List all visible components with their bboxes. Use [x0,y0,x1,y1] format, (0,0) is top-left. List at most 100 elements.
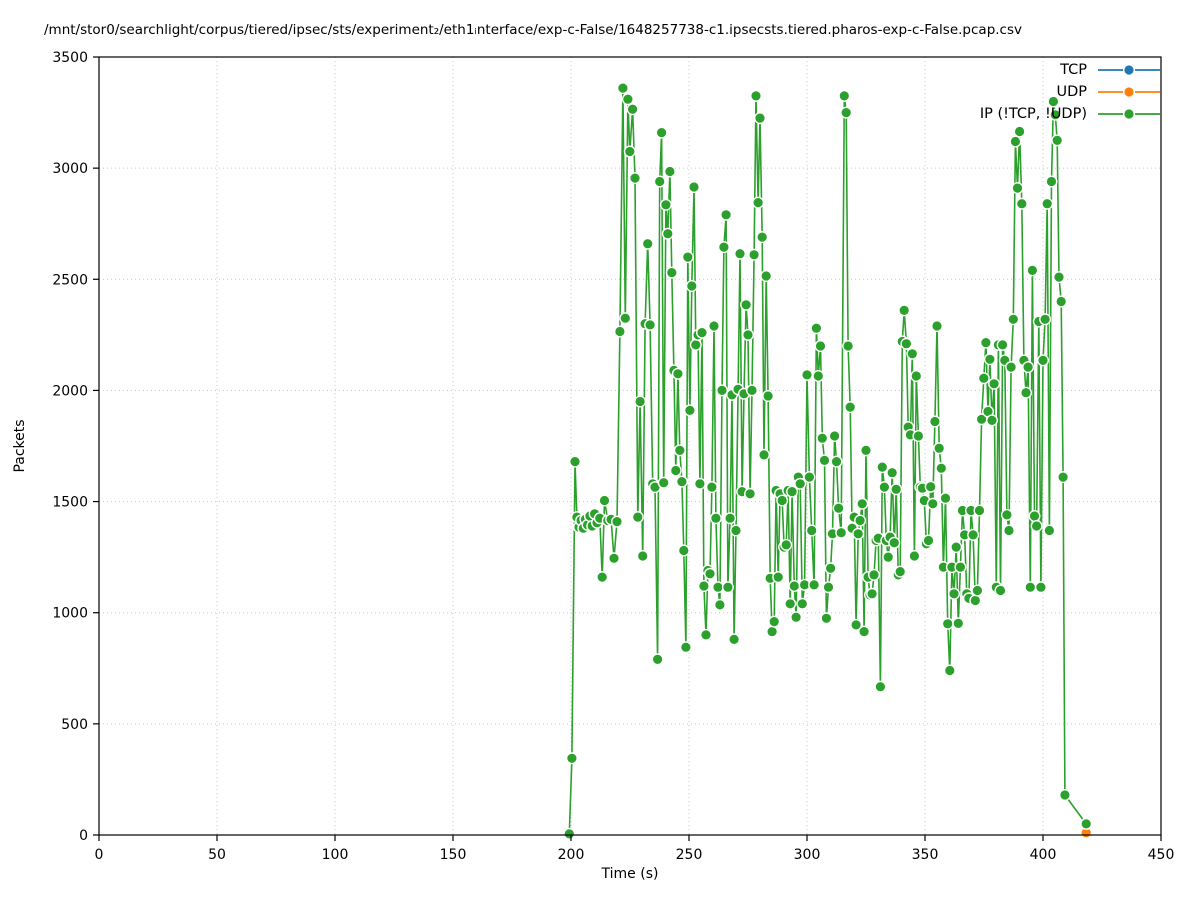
data-point [746,384,759,397]
data-point [828,430,841,443]
data-point [688,180,701,193]
x-tick-label: 150 [440,847,467,863]
data-point [713,598,726,611]
data-point [1057,471,1070,484]
data-point [1039,313,1052,326]
data-point [631,511,644,524]
data-point [854,514,867,527]
data-point [1003,524,1016,537]
data-point [563,827,576,840]
data-point [979,336,992,349]
data-point [948,587,961,600]
data-point [967,528,980,541]
y-tick-label: 1500 [52,495,88,511]
data-point [762,390,775,403]
data-point [720,208,733,221]
data-point [818,454,831,467]
data-point [644,318,657,331]
data-point [721,581,734,594]
data-point [697,580,710,593]
legend-label-tcp: TCP [1060,62,1087,78]
data-point [623,145,636,158]
data-point [950,541,963,554]
data-point [888,536,901,549]
data-point [988,377,1001,390]
data-point [820,612,833,625]
y-tick-label: 2000 [52,383,88,399]
data-point [822,581,835,594]
data-point [683,404,696,417]
data-point [1026,264,1039,277]
data-point [824,562,837,575]
data-point [935,462,948,475]
y-tick-label: 500 [61,717,88,733]
data-point [728,633,741,646]
y-tick-label: 0 [79,828,88,844]
data-point [758,448,771,461]
data-point [669,464,682,477]
data-point [794,477,807,490]
data-point [933,442,946,455]
data-point [810,322,823,335]
data-point [1005,361,1018,374]
data-point [898,304,911,317]
legend-item-ip-tcp-udp: IP (!TCP, !UDP) [980,106,1161,122]
data-point [886,466,899,479]
data-point [1051,134,1064,147]
data-point [716,384,729,397]
data-point [996,338,1009,351]
data-point [661,227,674,240]
x-axis-label: Time (s) [601,866,659,882]
x-tick-label: 450 [1148,847,1175,863]
data-point [816,432,829,445]
data-point [844,401,857,414]
data-point [1049,108,1062,121]
data-point [1030,520,1043,533]
x-tick-label: 100 [322,847,349,863]
data-point [772,571,785,584]
data-point [598,494,611,507]
data-point [780,538,793,551]
data-point [808,578,821,591]
data-point [983,353,996,366]
data-point [1047,95,1060,108]
data-point [760,270,773,283]
data-point [1009,135,1022,148]
data-point [705,481,718,494]
data-point [924,480,937,493]
data-point [805,524,818,537]
data-point [752,196,765,209]
data-point [994,584,1007,597]
data-point [842,340,855,353]
data-point [906,347,919,360]
data-point [941,617,954,630]
data-point [730,524,743,537]
data-point [803,471,816,484]
data-point [890,483,903,496]
data-point [634,395,647,408]
x-tick-label: 50 [208,847,226,863]
data-point [679,641,692,654]
chart-title: /mnt/stor0/searchlight/corpus/tiered/ips… [44,22,1023,38]
data-point [569,455,582,468]
data-point [740,298,753,311]
data-point [665,266,678,279]
data-point [790,611,803,624]
data-point [796,597,809,610]
data-point [744,487,757,500]
x-tick-label: 200 [558,847,585,863]
data-point [784,597,797,610]
legend-marker-udp [1098,85,1160,99]
x-tick-label: 250 [676,847,703,863]
data-point [852,527,865,540]
data-point [1024,581,1037,594]
data-point [693,477,706,490]
data-point [812,370,825,383]
data-point [1013,125,1026,138]
data-point [742,328,755,341]
data-point [1022,361,1035,374]
data-point [1080,817,1093,830]
data-point [788,580,801,593]
